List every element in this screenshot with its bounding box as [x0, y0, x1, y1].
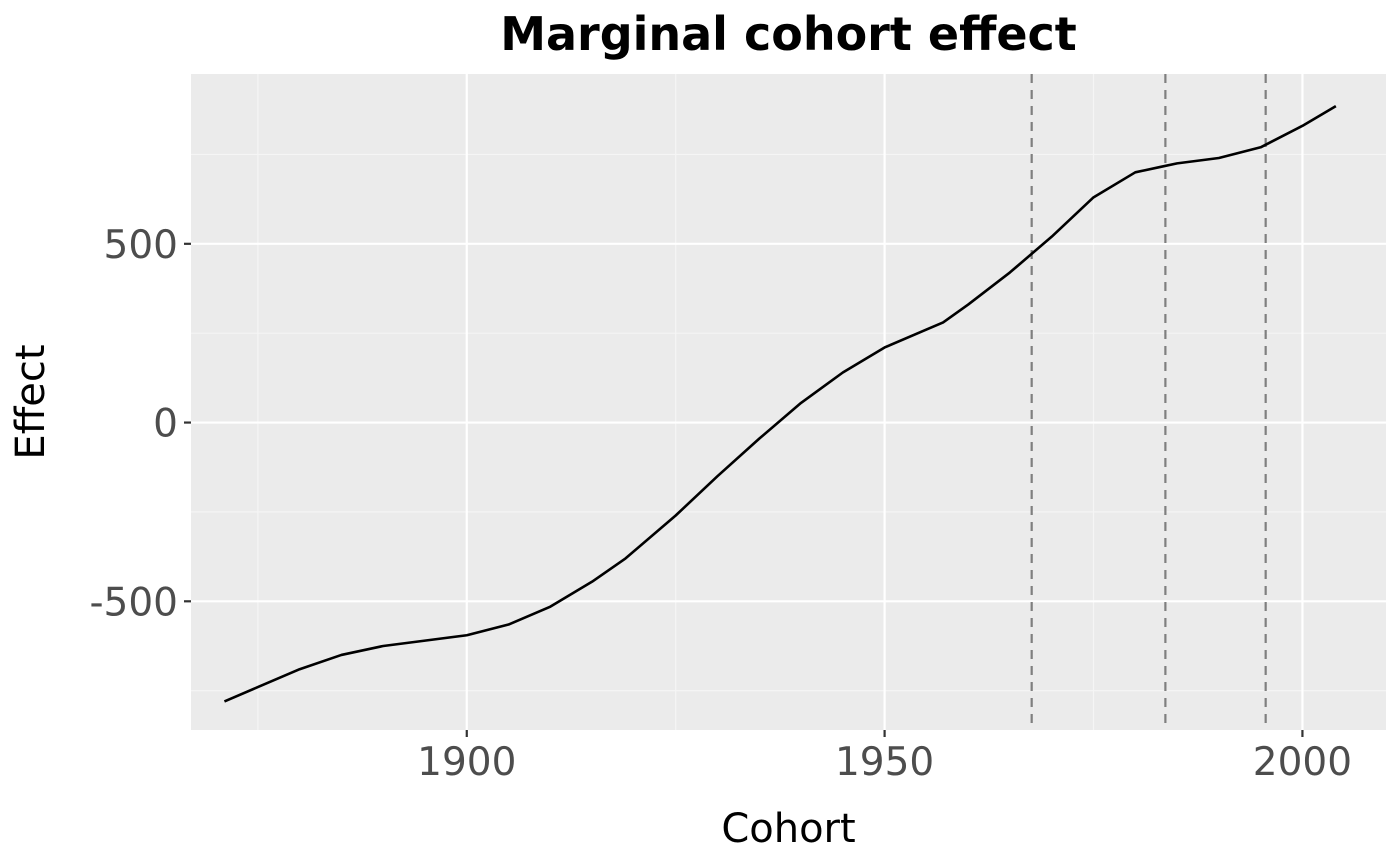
y-axis-title: Effect: [8, 344, 54, 459]
x-axis-ticks: 1900 1950 2000: [417, 730, 1352, 785]
chart-title: Marginal cohort effect: [500, 7, 1077, 61]
x-axis-title: Cohort: [721, 806, 855, 852]
major-grid: [191, 74, 1386, 730]
reference-lines: [1030, 74, 1267, 730]
effect-series-line: [223, 105, 1337, 703]
x-tick-label: 2000: [1253, 740, 1352, 785]
minor-grid: [191, 74, 1386, 730]
plot-panel: [191, 74, 1386, 730]
y-tick-label: -500: [89, 580, 178, 625]
x-tick-label: 1900: [417, 740, 516, 785]
y-axis-ticks: -500 0 500: [89, 223, 191, 625]
y-tick-label: 500: [104, 223, 178, 268]
y-tick-label: 0: [153, 402, 178, 447]
x-tick-label: 1950: [835, 740, 934, 785]
